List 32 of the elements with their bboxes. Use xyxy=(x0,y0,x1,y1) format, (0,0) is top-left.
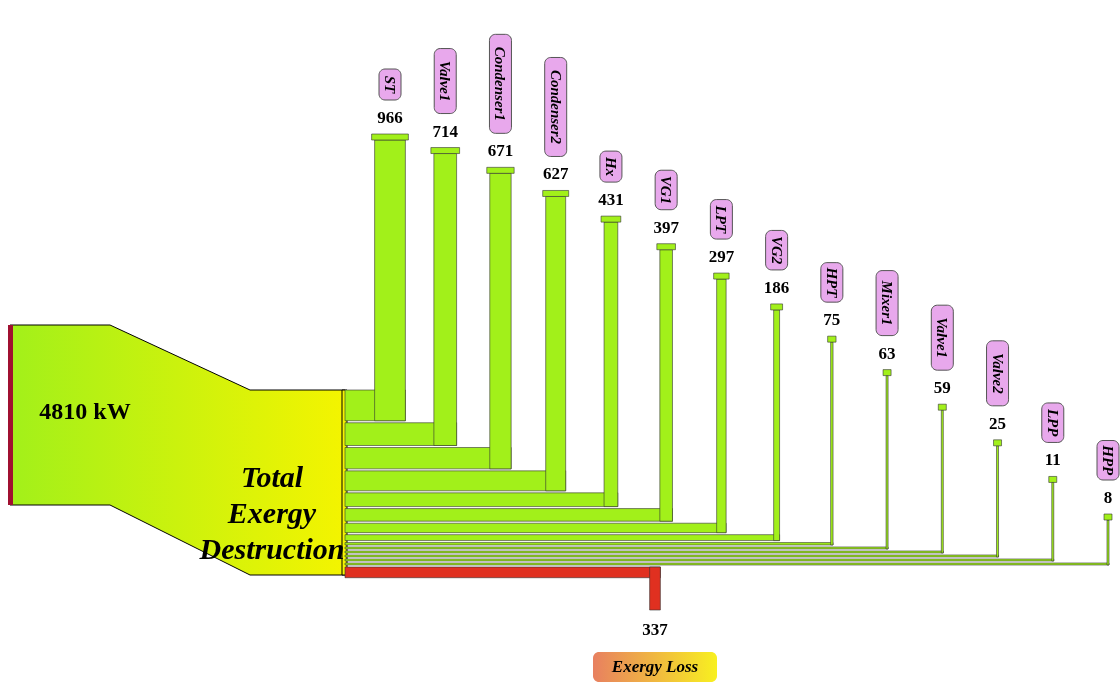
category-label: HPT xyxy=(823,266,840,299)
data-label: 25 xyxy=(989,413,1007,433)
category-label: HPP xyxy=(1100,444,1116,477)
category-label: VG2 xyxy=(768,236,785,265)
category-label: Condenser2 xyxy=(547,69,564,145)
category-label: ST xyxy=(382,75,398,95)
text: Total Exergy Destruction xyxy=(198,460,345,565)
category-label: Condenser1 xyxy=(492,46,509,121)
category-label: Valve1 xyxy=(934,317,951,359)
category-label: LPP xyxy=(1044,407,1061,438)
data-label: 59 xyxy=(933,378,951,398)
text: 4810 kW xyxy=(39,398,131,424)
category-label: LPT xyxy=(713,204,730,234)
category-label: Valve1 xyxy=(437,60,454,102)
category-label: VG1 xyxy=(658,175,675,205)
category-label: Exergy Loss xyxy=(610,657,699,676)
data-label: 8 xyxy=(1103,488,1113,507)
data-label: 337 xyxy=(642,620,669,639)
category-label: Valve2 xyxy=(989,352,1006,395)
category-label: Mixer1 xyxy=(879,279,896,326)
data-label: 966 xyxy=(377,108,403,127)
data-label: 671 xyxy=(487,141,514,161)
data-label: 431 xyxy=(598,190,624,210)
data-label: 75 xyxy=(823,310,841,330)
data-label: 186 xyxy=(763,277,790,297)
data-label: 714 xyxy=(432,121,459,141)
data-label: 11 xyxy=(1044,450,1061,470)
data-label: 397 xyxy=(653,217,680,237)
category-label: Hx xyxy=(602,156,619,177)
data-label: 63 xyxy=(878,343,896,363)
data-label: 297 xyxy=(708,247,735,267)
data-label: 627 xyxy=(542,164,569,184)
